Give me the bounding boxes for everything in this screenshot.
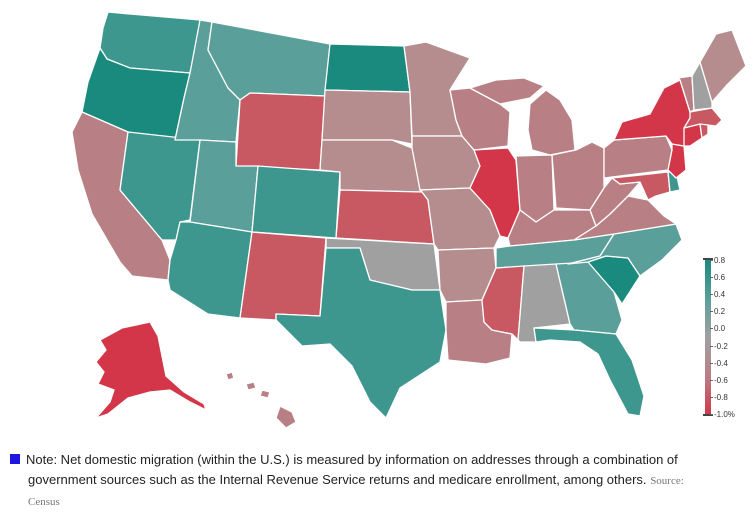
state-mi[interactable] — [527, 89, 576, 156]
state-pa[interactable] — [603, 135, 673, 179]
state-nm[interactable] — [239, 231, 327, 321]
legend-bottom-cap — [703, 414, 713, 416]
legend-tick: -0.2 — [710, 342, 728, 351]
state-az[interactable] — [167, 221, 253, 319]
legend-tick: 0.4 — [709, 290, 726, 299]
footnote-line-3: Census — [10, 491, 745, 513]
legend-tick: -0.6 — [710, 376, 728, 385]
state-il[interactable] — [469, 147, 521, 239]
state-nd[interactable] — [324, 43, 411, 93]
state-tx[interactable] — [275, 247, 447, 419]
footnote-line-2: government sources such as the Internal … — [10, 470, 745, 492]
state-fl[interactable] — [533, 327, 645, 417]
color-legend: 0.8 0.6 0.4 0.2 0.0 -0.2 -0.4 -0.6 -0.8 … — [698, 256, 750, 422]
state-mi-up[interactable] — [469, 77, 545, 105]
state-sd[interactable] — [321, 89, 413, 145]
legend-tick: -0.8 — [710, 393, 728, 402]
state-vt[interactable] — [677, 75, 695, 113]
legend-tick: -1.0% — [710, 410, 735, 419]
legend-tick: 0.0 — [709, 324, 726, 333]
footnote: Note: Net domestic migration (within the… — [10, 450, 745, 513]
state-nc[interactable] — [567, 223, 683, 277]
footnote-line-1: Note: Net domestic migration (within the… — [10, 450, 745, 470]
state-ak[interactable] — [95, 321, 207, 419]
source-label: Source: — [650, 474, 684, 487]
legend-tick: 0.6 — [709, 273, 726, 282]
state-ma[interactable] — [683, 107, 723, 129]
legend-tick: 0.8 — [709, 256, 726, 265]
state-me[interactable] — [699, 29, 747, 103]
source-value: Census — [28, 496, 60, 508]
state-wy[interactable] — [235, 92, 326, 171]
footnote-text-2: government sources such as the Internal … — [28, 471, 647, 487]
legend-tick: 0.2 — [709, 307, 726, 316]
state-co[interactable] — [251, 165, 341, 239]
legend-color-bar — [705, 260, 711, 415]
state-ks[interactable] — [335, 189, 435, 245]
state-hi[interactable] — [225, 371, 297, 429]
footnote-text-1: Note: Net domestic migration (within the… — [26, 452, 678, 467]
legend-tick: -0.4 — [710, 359, 728, 368]
bullet-square-icon — [10, 454, 20, 464]
state-nh[interactable] — [691, 61, 713, 111]
legend-top-cap — [703, 258, 713, 260]
